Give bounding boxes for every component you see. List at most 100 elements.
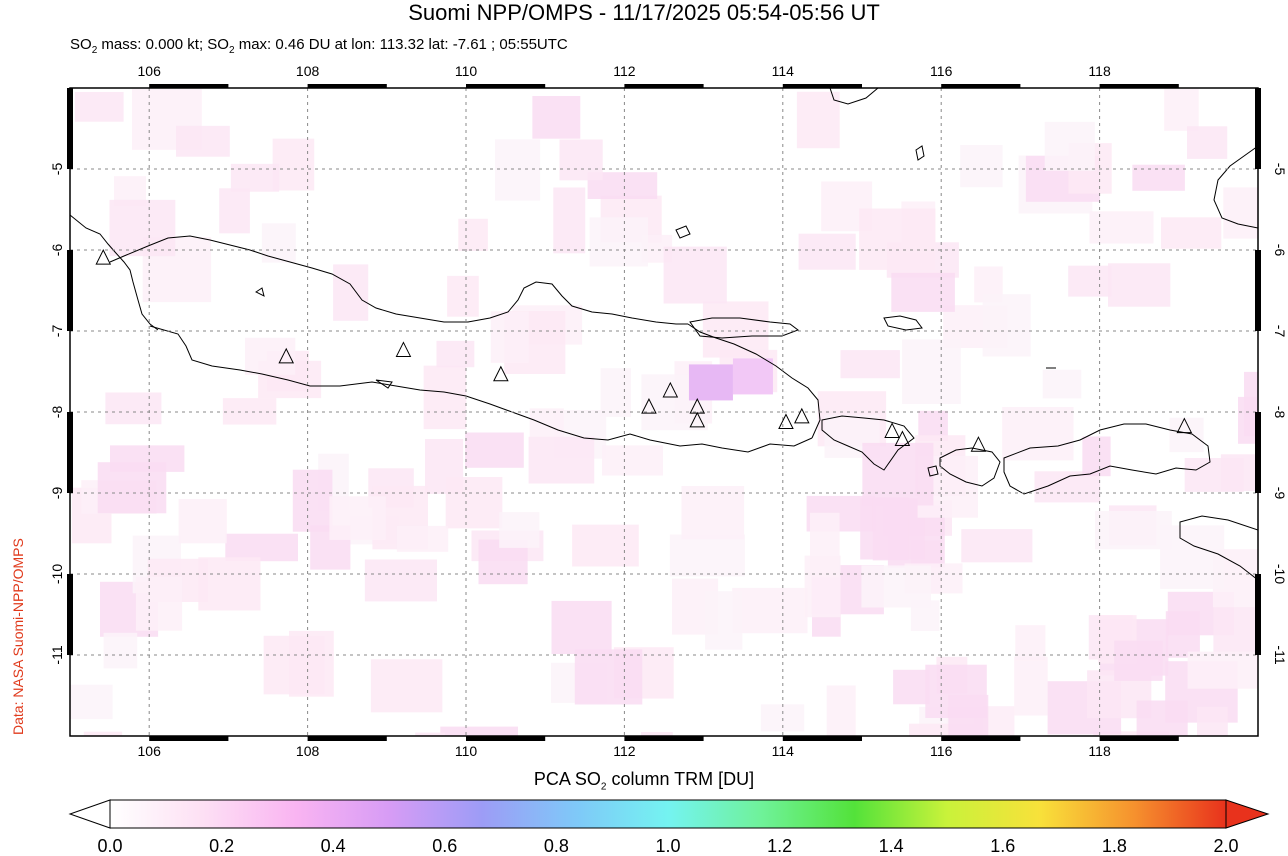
coastline-java-north <box>109 235 688 325</box>
lon-tick-label-top: 106 <box>138 63 162 79</box>
so2-pixel <box>333 264 369 321</box>
so2-pixel <box>1014 656 1048 716</box>
lat-tick-label-right: -5 <box>1272 163 1288 176</box>
so2-pixel <box>960 145 1003 188</box>
so2-pixel <box>1044 121 1095 171</box>
frame-bar-bottom <box>307 736 387 741</box>
colorbar-tick-label: 1.6 <box>990 836 1016 856</box>
so2-pixel <box>440 726 518 736</box>
so2-pixel-max <box>688 364 733 401</box>
so2-pixel <box>176 125 230 157</box>
lon-tick-label-top: 110 <box>455 63 478 79</box>
so2-pixel <box>436 340 475 368</box>
volcano-marker <box>1176 417 1193 434</box>
colorbar-frame <box>109 799 1227 829</box>
volcano-marker <box>95 248 112 265</box>
so2-pixel <box>198 557 261 611</box>
so2-pixel <box>553 187 586 254</box>
so2-pixel <box>826 685 856 736</box>
lon-tick-label-top: 118 <box>1088 63 1111 79</box>
so2-pixel <box>681 486 745 540</box>
so2-pixel <box>528 436 595 484</box>
so2-pixel <box>1161 217 1222 249</box>
so2-pixel <box>862 442 934 506</box>
coastline-lombok <box>939 447 1001 487</box>
coastline-karimunjawa <box>375 379 393 389</box>
so2-pixel <box>705 591 743 650</box>
frame-bar-top <box>466 84 546 88</box>
so2-pixel <box>103 632 138 669</box>
volcano-marker <box>493 365 509 382</box>
coastline-nusa-penida <box>927 465 939 477</box>
colorbar-label-post: column TRM [DU] <box>606 769 755 789</box>
so2-pixel <box>551 600 612 654</box>
so2-pixel <box>1042 369 1082 399</box>
so2-pixel <box>1184 458 1244 492</box>
so2-summary-part3: max: 0.46 DU at lon: 113.32 lat: -7.61 ;… <box>234 36 568 53</box>
so2-pixel <box>495 139 541 201</box>
so2-pixel <box>948 694 989 736</box>
lon-tick-label-bottom: 110 <box>455 743 478 759</box>
so2-pixel <box>1108 263 1171 307</box>
so2-pixel <box>902 339 961 404</box>
colorbar-tick-label: 0.4 <box>320 836 346 856</box>
so2-pixel <box>1082 436 1111 477</box>
so2-pixel <box>559 139 603 181</box>
so2-pixel <box>1093 731 1169 736</box>
so2-pixel <box>1002 407 1074 461</box>
frame-bar-top <box>307 84 387 88</box>
so2-pixel <box>225 533 298 562</box>
colorbar-tick-label: 1.2 <box>767 836 793 856</box>
so2-summary: SO2 mass: 0.000 kt; SO2 max: 0.46 DU at … <box>70 36 568 60</box>
colorbar-tick-label: 0.8 <box>543 836 569 856</box>
lat-tick-label-left: -7 <box>49 325 65 338</box>
so2-pixel <box>732 587 808 634</box>
colorbar-tick-label: 2.0 <box>1213 836 1239 856</box>
so2-pixel <box>415 732 446 736</box>
so2-pixel <box>490 311 529 363</box>
lon-tick-label-bottom: 116 <box>930 743 953 759</box>
so2-pixel <box>1187 651 1258 689</box>
so2-pixel <box>572 524 639 567</box>
so2-pixel <box>74 92 124 122</box>
so2-pixel <box>589 217 648 267</box>
so2-pixel <box>1213 607 1258 656</box>
so2-pixel <box>109 199 176 257</box>
frame-bar-bottom <box>466 736 546 741</box>
so2-pixel <box>292 469 333 532</box>
lon-tick-label-top: 112 <box>613 63 636 79</box>
so2-pixel <box>961 529 1033 563</box>
volcano-marker <box>793 407 810 424</box>
so2-pixel <box>1238 396 1258 444</box>
lat-tick-label-left: -11 <box>49 645 65 664</box>
lon-tick-label-bottom: 108 <box>296 743 320 759</box>
so2-summary-part1: SO <box>70 36 92 53</box>
so2-pixel <box>1089 211 1154 244</box>
so2-pixel <box>289 630 334 697</box>
frame-tick-bars <box>67 84 1261 741</box>
colorbar-tick-label: 0.0 <box>97 836 123 856</box>
so2-pixel <box>574 649 643 705</box>
so2-pixel <box>465 432 524 468</box>
so2-summary-part2: mass: 0.000 kt; SO <box>97 36 229 53</box>
lon-tick-label-top: 114 <box>772 63 795 79</box>
so2-pixel <box>245 337 296 375</box>
so2-pixel-layer <box>70 88 1258 736</box>
lat-tick-label-left: -5 <box>49 163 65 176</box>
so2-summary-sub2: 2 <box>228 45 235 56</box>
so2-pixel <box>732 358 773 395</box>
coastline-sulawesi <box>1213 145 1258 229</box>
so2-pixel <box>70 684 113 720</box>
frame-bar-right <box>1255 88 1261 169</box>
volcano-marker <box>395 341 412 357</box>
so2-pixel <box>1223 187 1258 239</box>
colorbar-tick-label: 0.6 <box>432 836 458 856</box>
so2-pixel <box>445 477 503 529</box>
so2-summary-sub1: 2 <box>91 45 98 56</box>
so2-pixel <box>602 445 663 476</box>
volcano-marker <box>894 430 911 447</box>
lat-tick-label-right: -10 <box>1272 564 1288 584</box>
lon-tick-label-bottom: 112 <box>613 743 636 759</box>
frame-bar-bottom <box>782 736 862 741</box>
